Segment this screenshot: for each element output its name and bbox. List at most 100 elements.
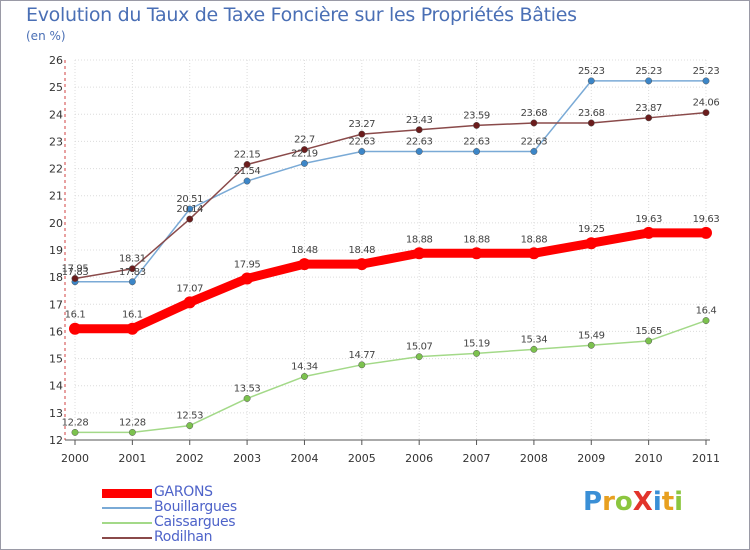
data-label-caissargues: 12.28 [119, 417, 146, 428]
data-label-caissargues: 15.07 [406, 342, 433, 353]
data-point-bouillargues [702, 77, 710, 85]
data-point-bouillargues [128, 278, 136, 286]
data-label-bouillargues: 22.19 [291, 148, 318, 159]
data-label-caissargues: 16.4 [696, 306, 717, 317]
data-point-bouillargues [301, 159, 308, 167]
logo-letter: P [583, 487, 603, 517]
x-tick-label: 2005 [348, 452, 376, 465]
y-tick-label: 18 [49, 271, 63, 284]
data-point-garons [527, 247, 540, 260]
data-label-garons: 19.63 [635, 214, 662, 225]
data-point-bouillargues [587, 77, 595, 85]
data-label-bouillargues: 20.51 [176, 194, 203, 205]
data-label-caissargues: 12.28 [62, 417, 89, 428]
data-point-garons [126, 322, 139, 335]
legend-label-rodilhan: Rodilhan [154, 529, 213, 545]
legend-swatch-caissargues [102, 522, 152, 524]
x-tick-label: 2002 [176, 452, 204, 465]
data-point-caissargues [358, 361, 366, 369]
logo-letter: X [632, 487, 653, 517]
data-point-garons [298, 258, 311, 271]
data-label-caissargues: 12.53 [176, 411, 203, 422]
data-label-garons: 19.25 [578, 224, 605, 235]
legend-swatch-bouillargues [102, 507, 152, 509]
data-label-garons: 18.88 [463, 234, 490, 245]
grid-lines [74, 59, 707, 441]
data-point-bouillargues [473, 148, 480, 155]
data-point-caissargues [243, 395, 251, 402]
data-point-rodilhan [530, 119, 538, 127]
series-line-rodilhan [74, 111, 707, 280]
data-label-bouillargues: 17.83 [62, 267, 89, 278]
data-label-bouillargues: 22.63 [348, 136, 375, 147]
axes: 12 13 14 15 16 17 18 19 20 21 22 23 24 25 26 2000 2001 20… [49, 54, 720, 465]
data-label-caissargues: 15.34 [521, 334, 548, 345]
y-tick-label: 25 [49, 81, 63, 94]
data-label-rodilhan: 20.14 [176, 204, 203, 215]
data-point-garons [585, 237, 598, 250]
data-label-rodilhan: 24.06 [693, 98, 720, 109]
series-lines [69, 77, 712, 436]
data-label-rodilhan: 23.43 [406, 115, 433, 126]
data-label-caissargues: 14.77 [348, 350, 375, 361]
data-point-caissargues [702, 317, 710, 325]
y-tick-label: 17 [49, 298, 63, 311]
data-label-rodilhan: 23.87 [635, 103, 662, 114]
chart-title: Evolution du Taux de Taxe Foncière sur l… [26, 4, 577, 26]
data-label-rodilhan: 23.68 [521, 108, 548, 119]
data-point-garons [69, 322, 81, 335]
data-point-rodilhan [186, 215, 194, 223]
x-tick-label: 2004 [290, 452, 318, 465]
y-tick-label: 19 [49, 244, 63, 257]
data-point-bouillargues [358, 148, 366, 155]
data-label-bouillargues: 25.23 [578, 66, 605, 77]
y-tick-label: 24 [49, 108, 63, 121]
data-point-rodilhan [301, 146, 308, 154]
data-point-caissargues [645, 337, 653, 345]
x-tick-label: 2007 [463, 452, 491, 465]
data-label-rodilhan: 17.95 [62, 264, 89, 275]
series-line-bouillargues [74, 80, 707, 283]
data-label-rodilhan: 23.68 [578, 108, 605, 119]
y-tick-label: 16 [49, 325, 63, 338]
data-point-rodilhan [128, 265, 136, 273]
data-label-caissargues: 13.53 [234, 383, 261, 394]
data-point-rodilhan [473, 121, 480, 129]
data-point-caissargues [473, 349, 480, 357]
x-tick-label: 2003 [233, 452, 261, 465]
data-point-caissargues [301, 373, 308, 380]
data-point-bouillargues [415, 148, 423, 155]
y-tick-label: 26 [49, 54, 63, 67]
x-tick-label: 2008 [520, 452, 548, 465]
data-label-rodilhan: 22.15 [234, 150, 261, 161]
x-tick-label: 2009 [577, 452, 605, 465]
data-point-bouillargues [243, 177, 251, 185]
data-point-garons [241, 272, 254, 285]
data-point-garons [413, 247, 426, 260]
data-label-bouillargues: 17.83 [119, 267, 146, 278]
data-label-bouillargues: 22.63 [521, 136, 548, 147]
data-point-bouillargues [186, 205, 194, 213]
y-tick-label: 12 [49, 434, 63, 447]
data-point-rodilhan [587, 119, 595, 127]
data-point-rodilhan [243, 161, 251, 168]
data-point-rodilhan [71, 275, 79, 282]
unit-label: (en %) [26, 29, 66, 43]
logo-letter: t [661, 487, 675, 517]
y-tick-label: 23 [49, 135, 63, 148]
y-tick-label: 13 [49, 407, 63, 420]
data-point-caissargues [71, 428, 79, 436]
x-tick-label: 2001 [118, 452, 146, 465]
data-point-garons [470, 247, 483, 260]
data-point-garons [355, 258, 368, 271]
legend-label-bouillargues: Bouillargues [154, 499, 237, 515]
data-point-garons [642, 226, 655, 239]
legend-label-caissargues: Caissargues [154, 514, 236, 530]
data-label-rodilhan: 23.27 [348, 119, 375, 130]
data-point-caissargues [415, 353, 423, 361]
x-tick-label: 2011 [692, 452, 720, 465]
x-tick-label: 2006 [405, 452, 433, 465]
data-labels: 17.83 17.83 20.51 21.54 22.19 22.63 22.63 22.63… [62, 66, 720, 428]
legend-label-garons: GARONS [154, 484, 213, 500]
data-point-rodilhan [702, 109, 710, 117]
